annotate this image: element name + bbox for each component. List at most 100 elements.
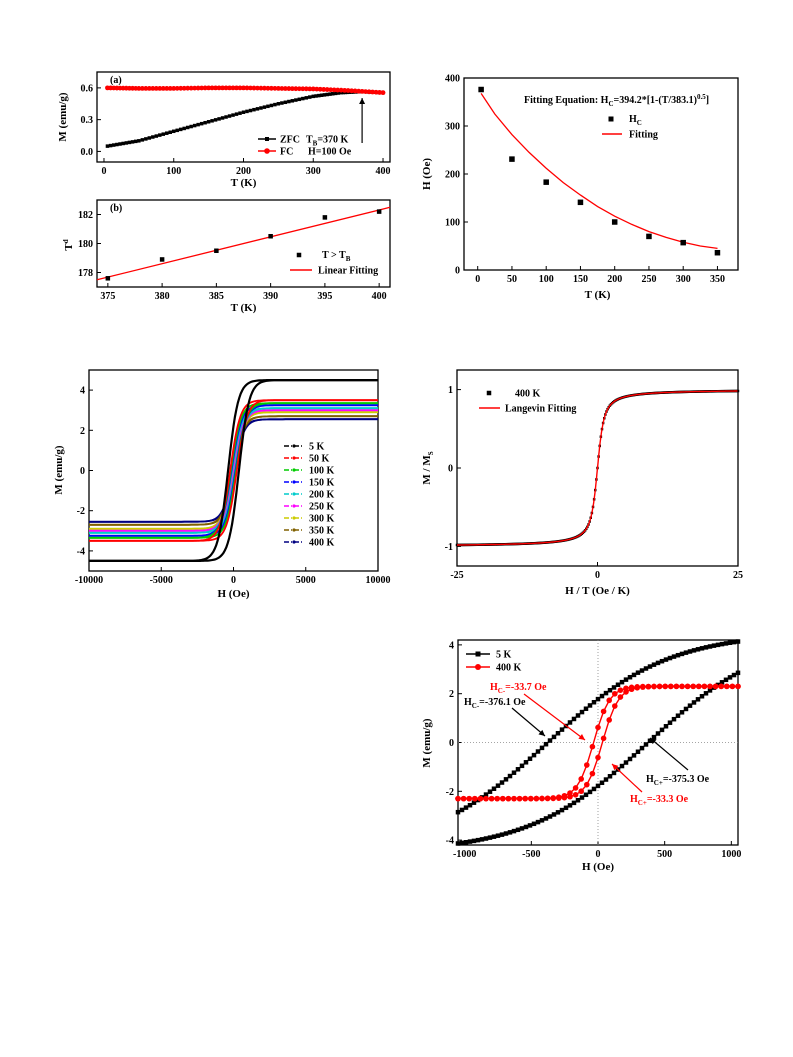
panel-lowfield-arrow-5k-cminus-head	[538, 729, 545, 736]
panel-lowfield-400k-point	[522, 795, 528, 802]
panel-lowfield-5k-point	[575, 713, 581, 718]
panel-hc-data-point	[509, 156, 515, 162]
panel-hc-ytick-label: 300	[445, 122, 460, 133]
panel-a-legend-text: ZFC	[280, 135, 300, 146]
panel-b-data-point	[322, 215, 328, 220]
panel-lowfield-400k-point	[460, 795, 467, 802]
panel-b-data-point	[159, 257, 165, 262]
panel-lowfield-5k-point	[559, 807, 565, 813]
panel-lowfield-5k-point	[719, 641, 725, 647]
panel-a-zfc-point	[259, 106, 263, 110]
panel-lowfield-arrow-400k-cplus	[611, 763, 643, 793]
panel-a-fc-point	[248, 85, 253, 91]
panel-a-zfc-point	[283, 100, 288, 105]
panel-a-annotation-tb-part: =370 K	[317, 135, 348, 146]
panel-lowfield-400k-point	[533, 795, 540, 802]
panel-lowfield-xtick-label: 0	[596, 849, 601, 860]
panel-lowfield-400k-point	[623, 685, 629, 692]
panel-lowfield-5k-point	[727, 640, 733, 645]
panel-a-zfc-point	[137, 139, 141, 143]
panel-a-zfc-point	[245, 109, 249, 114]
panel-hc-legend-text-part: H	[629, 114, 637, 125]
panel-a-zfc-point	[108, 143, 113, 148]
panel-langevin-legend-marker	[486, 390, 492, 396]
panel-lowfield-5k-point	[675, 652, 681, 658]
panel-lowfield-400k-point	[472, 795, 478, 802]
panel-a-xtick-label: 300	[306, 166, 321, 177]
panel-lowfield-5k-point	[527, 823, 533, 828]
panel-lowfield-5k-point	[563, 805, 569, 811]
panel-lowfield-annotation-5k-cplus-part: =-375.3 Oe	[663, 774, 710, 785]
panel-lowfield-5k-point	[475, 797, 481, 803]
panel-lowfield-5k-point	[667, 655, 673, 661]
panel-lowfield-5k-point	[587, 789, 593, 795]
panel-mh-legend-marker	[292, 528, 296, 532]
panel-a-fc-point	[143, 86, 149, 91]
panel-a-zfc-point	[133, 139, 138, 144]
panel-a-zfc-point	[262, 105, 267, 109]
panel-lowfield-5k-point	[459, 807, 465, 813]
panel-b-xtick-label: 390	[263, 291, 278, 302]
panel-mh-loop-50k-descending	[89, 399, 378, 542]
panel-hc-xtick-label: 0	[475, 274, 480, 285]
panel-lowfield-5k-point	[599, 780, 605, 786]
panel-lowfield-5k-point	[555, 810, 561, 815]
panel-lowfield-5k-point	[579, 795, 585, 800]
panel-hc-data-point	[714, 249, 721, 256]
panel-lowfield-5k-point	[651, 734, 657, 740]
panel-lowfield-400k-point	[600, 735, 607, 742]
panel-hc-equation-part: Fitting Equation: H	[524, 95, 609, 106]
panel-lowfield-5k-point	[627, 756, 633, 762]
panel-lowfield-5k-point	[659, 658, 665, 664]
panel-b-ytick-label: 178	[78, 268, 93, 279]
panel-lowfield-5k-point	[695, 647, 701, 652]
panel-a-fc-point	[181, 85, 187, 91]
panel-a-zfc-point	[121, 141, 125, 146]
panel-a-fc-point	[136, 86, 142, 91]
panel-lowfield-5k-point	[647, 738, 653, 744]
panel-lowfield-5k-point	[495, 783, 501, 788]
panel-hc-xlabel: T (K)	[585, 289, 611, 301]
panel-lowfield-5k-point	[519, 763, 525, 769]
panel-a-zfc-point	[290, 99, 295, 103]
panel-a-legend-text: FC	[280, 147, 293, 158]
panel-lowfield-5k-point	[623, 677, 629, 682]
panel-a-fc-point	[314, 86, 320, 92]
panel-lowfield-400k-point	[634, 684, 640, 690]
panel-mh-ytick-label: 0	[80, 466, 85, 477]
panel-lowfield-5k-point	[607, 687, 613, 693]
panel-lowfield-5k-point	[683, 650, 689, 655]
panel-lowfield-400k-point	[612, 703, 618, 709]
panel-hc-data-point	[577, 199, 584, 206]
panel-a-fc-point	[185, 85, 191, 91]
panel-a-fc-point	[321, 87, 327, 92]
panel-a-fc-point	[178, 85, 184, 91]
panel-lowfield-400k-point	[578, 776, 584, 782]
panel-a-fc-point	[303, 86, 309, 92]
panel-lowfield-ytick-label: 0	[449, 738, 454, 749]
panel-lowfield-5k-point	[571, 716, 577, 722]
panel-hc-equation: Fitting Equation: HC=394.2*[1-(T/383.1)0…	[524, 93, 709, 108]
panel-b-xtick-label: 395	[317, 291, 332, 302]
panel-a-zfc-point	[231, 113, 235, 117]
panel-a-zfc-point	[301, 96, 305, 101]
panel-hc-data-point	[543, 179, 549, 185]
panel-lowfield-5k-point	[543, 741, 549, 747]
panel-b-ylabel-part: d	[62, 239, 70, 243]
panel-a-fc-point	[289, 86, 295, 92]
panel-mh-loop-5k-descending	[89, 379, 378, 563]
panel-a-fc-point	[146, 86, 152, 91]
panel-a-fc-point	[342, 87, 348, 93]
panel-lowfield-400k-point	[628, 684, 635, 691]
panel-a-zfc-point	[189, 124, 193, 129]
panel-lowfield-5k-point	[723, 641, 729, 646]
panel-mh-legend-marker	[292, 504, 296, 508]
panel-langevin-xtick-label: 0	[595, 570, 600, 581]
panel-lowfield-5k-point	[695, 697, 701, 702]
panel-hc-ytick-label: 400	[445, 74, 460, 85]
panel-a-zfc-point	[234, 112, 239, 116]
panel-a-fc-point	[370, 89, 375, 95]
panel-lowfield-5k-point	[659, 727, 665, 733]
panel-lowfield-400k-point	[690, 683, 696, 690]
panel-langevin-data-point	[736, 389, 740, 393]
